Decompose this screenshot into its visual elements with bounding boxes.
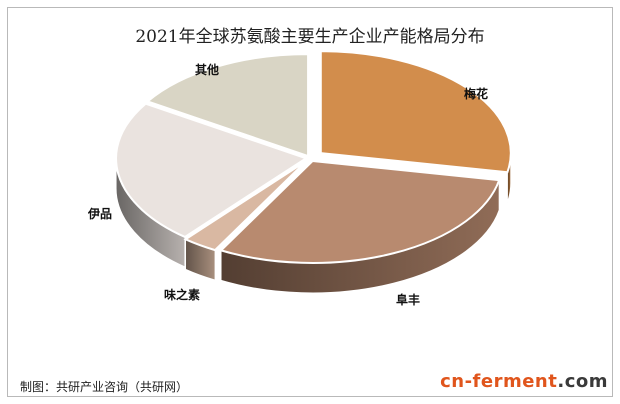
source-note: 制图：共研产业咨询（共研网） — [20, 380, 189, 394]
slice-4 — [115, 102, 309, 239]
slice-label-2: 阜丰 — [396, 292, 420, 307]
slice-3 — [183, 159, 308, 252]
slice-label-4: 伊品 — [87, 206, 112, 221]
chart-title: 2021年全球苏氨酸主要生产企业产能格局分布 — [135, 27, 485, 47]
site-logo: cn-ferment.com — [440, 371, 608, 392]
slice-5 — [145, 53, 310, 158]
pie-top-faces — [115, 50, 512, 264]
slice-1 — [319, 50, 512, 174]
pie-side-walls — [115, 153, 512, 294]
slice-label-3: 味之素 — [164, 287, 200, 302]
slice-2 — [219, 159, 501, 264]
slice-label-5: 其他 — [195, 62, 219, 77]
slice-label-1: 梅花 — [464, 86, 488, 101]
